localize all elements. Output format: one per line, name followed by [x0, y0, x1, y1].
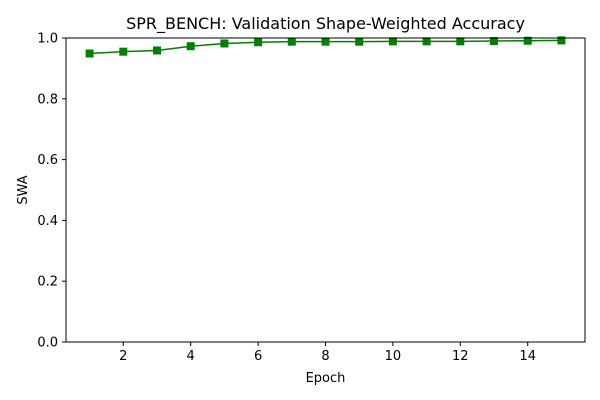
x-axis-label: Epoch: [306, 371, 346, 386]
plot-frame: [65, 37, 586, 343]
x-tick-label: 2: [119, 349, 127, 364]
data-point: [557, 36, 566, 45]
x-tick-label: 6: [254, 349, 262, 364]
y-tick-label: 0.0: [37, 336, 58, 351]
x-tick-label: 4: [187, 349, 195, 364]
data-point: [490, 37, 499, 46]
data-point: [119, 47, 128, 56]
data-point: [388, 37, 397, 46]
x-tick-label: 12: [452, 349, 469, 364]
series-layer: [85, 36, 566, 58]
x-tick-label: 14: [519, 349, 536, 364]
y-tick-label: 0.2: [37, 275, 58, 290]
data-point: [456, 37, 465, 46]
data-point: [523, 36, 532, 45]
data-point: [355, 37, 364, 46]
data-point: [152, 46, 161, 55]
data-point: [220, 39, 229, 48]
y-ticks: 0.0 0.2 0.4 0.6 0.8 1.0: [37, 32, 66, 351]
x-ticks: 2 4 6 8 10 12 14: [119, 342, 536, 364]
y-tick-label: 0.8: [37, 92, 58, 107]
data-point: [287, 37, 296, 46]
chart-title: SPR_BENCH: Validation Shape-Weighted Acc…: [126, 14, 525, 34]
data-point: [254, 38, 263, 47]
data-point: [422, 37, 431, 46]
x-tick-label: 10: [385, 349, 402, 364]
y-tick-label: 1.0: [37, 32, 58, 47]
y-tick-label: 0.4: [37, 214, 58, 229]
y-axis-label: SWA: [16, 175, 31, 204]
data-point: [186, 42, 195, 51]
data-point: [85, 49, 94, 58]
data-point: [321, 37, 330, 46]
x-tick-label: 8: [321, 349, 329, 364]
y-tick-label: 0.6: [37, 153, 58, 168]
